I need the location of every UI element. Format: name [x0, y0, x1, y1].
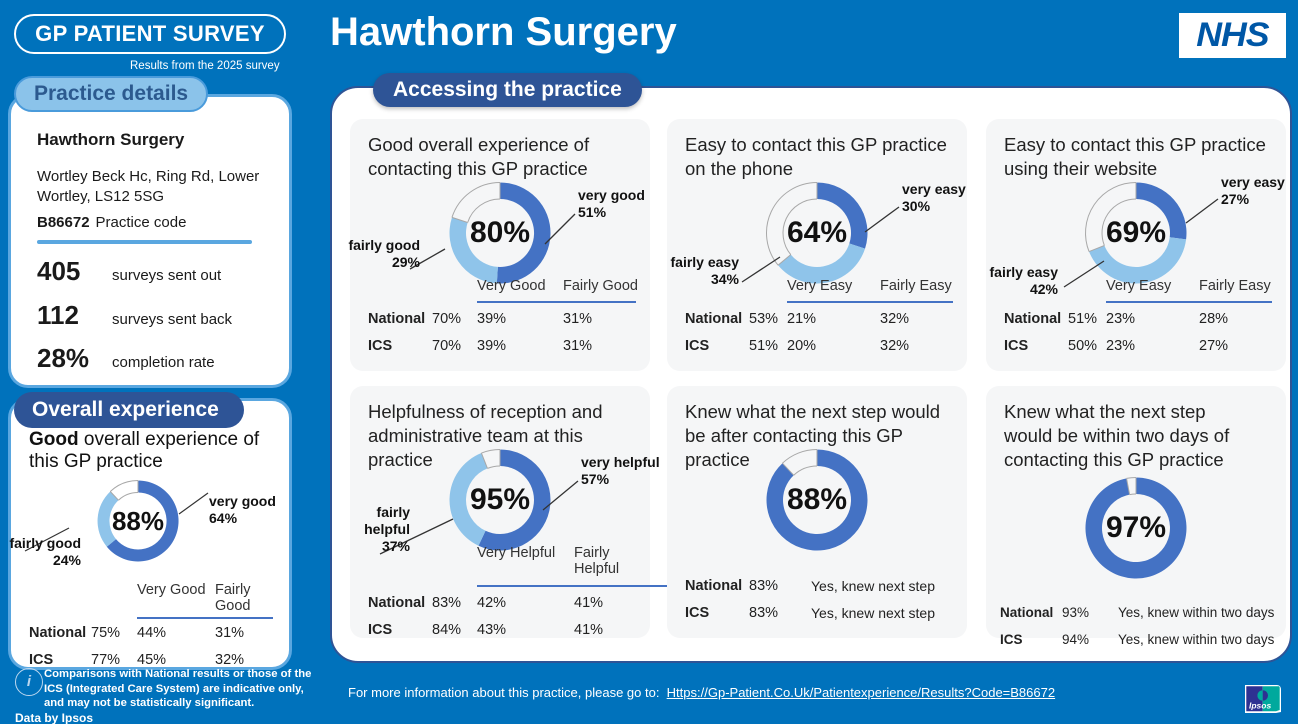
- svg-text:Ipsos: Ipsos: [1249, 701, 1271, 711]
